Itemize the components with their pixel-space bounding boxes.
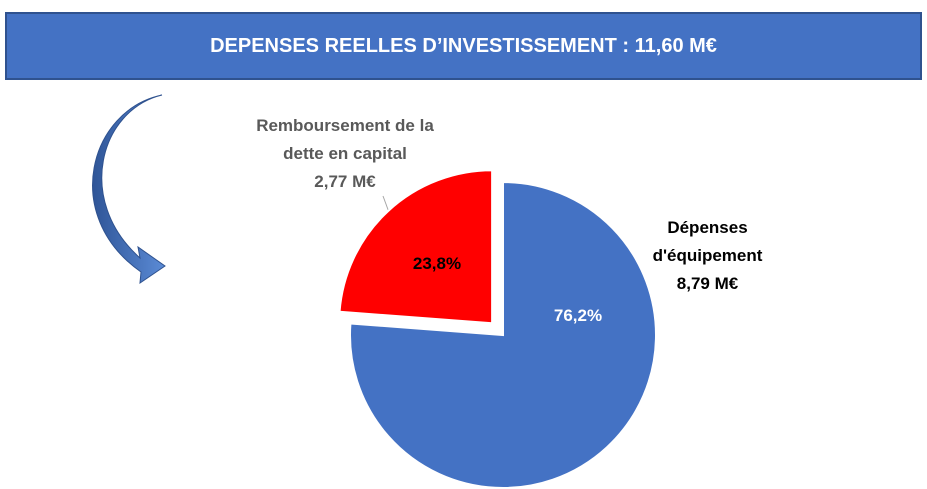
category-name: Dépenses d'équipement <box>652 218 763 265</box>
value-label: 76,2% <box>553 306 603 325</box>
category-label: Dépenses d'équipement 8,79 M€ <box>620 214 795 298</box>
pie-slice <box>349 180 657 489</box>
category-name: Remboursement de la dette en capital <box>256 116 434 163</box>
chart-title: DEPENSES REELLES D’INVESTISSEMENT : 11,6… <box>5 12 922 80</box>
category-amount: 8,79 M€ <box>676 274 739 293</box>
value-label: 23,8% <box>412 254 462 273</box>
pie-slice <box>338 169 494 325</box>
decorative-arrow <box>92 94 166 285</box>
category-amount: 2,77 M€ <box>314 172 376 191</box>
category-label: Remboursement de la dette en capital 2,77… <box>235 112 455 196</box>
